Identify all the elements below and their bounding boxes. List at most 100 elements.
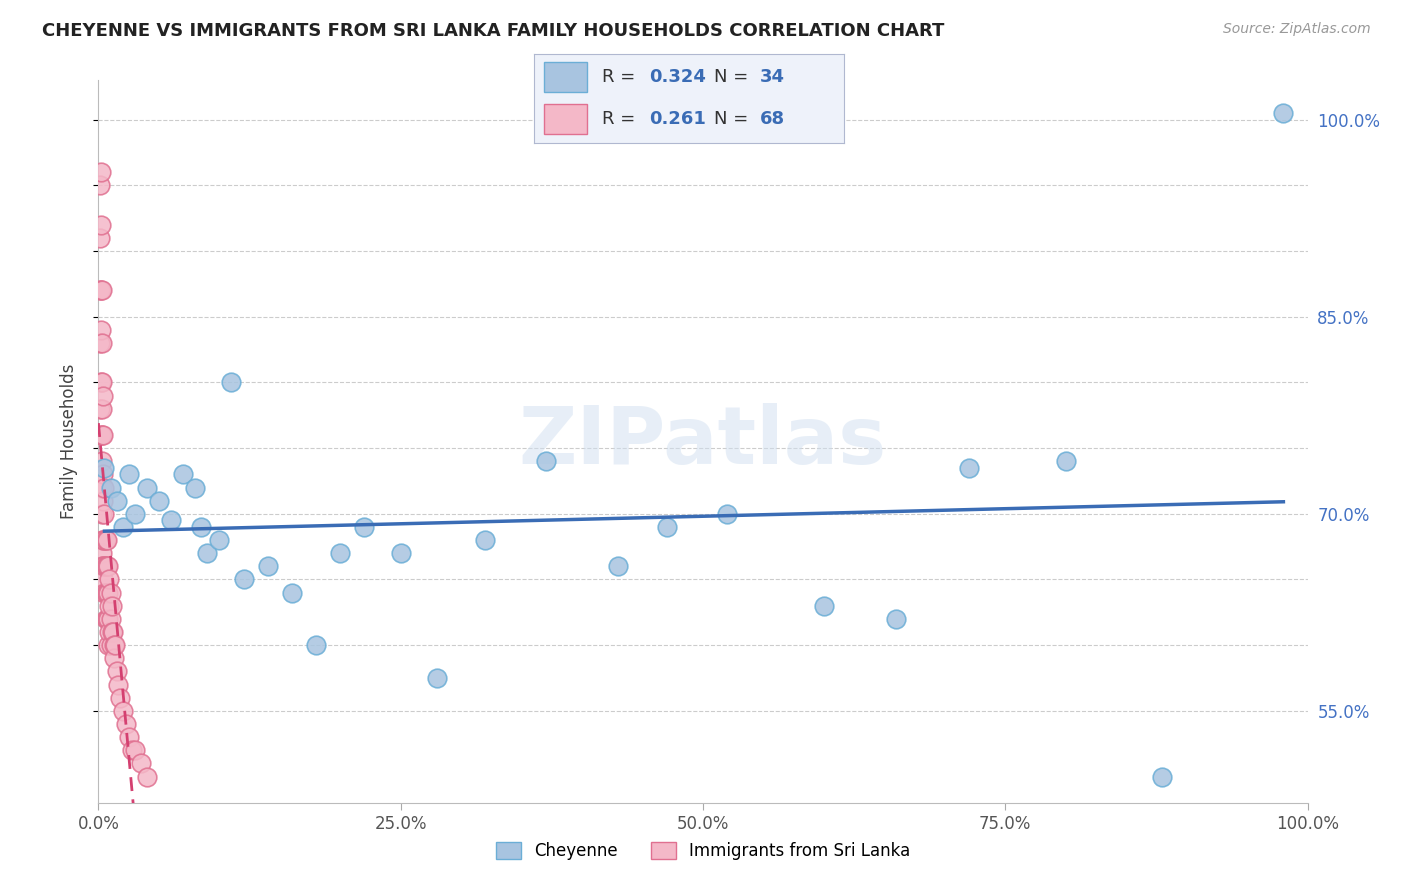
Point xyxy=(91,493,114,508)
Point xyxy=(1272,106,1295,120)
Point xyxy=(91,559,114,574)
Point xyxy=(94,585,117,599)
Point xyxy=(91,428,114,442)
Point xyxy=(103,638,125,652)
Point xyxy=(96,559,118,574)
Point xyxy=(93,481,115,495)
Point xyxy=(1152,770,1174,784)
Point xyxy=(91,428,114,442)
Point xyxy=(107,677,129,691)
Point xyxy=(108,690,131,705)
Point xyxy=(100,625,122,640)
Point xyxy=(98,573,121,587)
Point xyxy=(97,585,120,599)
Point xyxy=(90,218,112,232)
Text: 0.324: 0.324 xyxy=(648,68,706,86)
Point xyxy=(91,533,114,547)
Point xyxy=(94,559,117,574)
Point xyxy=(91,401,114,416)
Text: 68: 68 xyxy=(761,110,785,128)
Point xyxy=(886,612,908,626)
Text: ZIPatlas: ZIPatlas xyxy=(519,402,887,481)
Point xyxy=(124,743,146,757)
Text: R =: R = xyxy=(602,68,641,86)
Point xyxy=(89,231,111,245)
Point xyxy=(89,178,111,193)
Point xyxy=(91,573,114,587)
Point xyxy=(100,481,122,495)
Legend: Cheyenne, Immigrants from Sri Lanka: Cheyenne, Immigrants from Sri Lanka xyxy=(489,835,917,867)
Point xyxy=(96,612,118,626)
Point xyxy=(100,612,122,626)
Point xyxy=(124,507,146,521)
Point xyxy=(91,507,114,521)
Point xyxy=(104,638,127,652)
Text: Source: ZipAtlas.com: Source: ZipAtlas.com xyxy=(1223,22,1371,37)
Point xyxy=(90,323,112,337)
Point xyxy=(813,599,835,613)
Point xyxy=(100,585,122,599)
Point xyxy=(208,533,231,547)
Point xyxy=(100,638,122,652)
Point xyxy=(97,612,120,626)
Point xyxy=(232,573,254,587)
Point xyxy=(148,493,170,508)
Point xyxy=(1054,454,1077,468)
Point xyxy=(98,625,121,640)
Point xyxy=(129,756,152,771)
Point xyxy=(184,481,207,495)
Point xyxy=(93,533,115,547)
Point xyxy=(91,454,114,468)
Point xyxy=(256,559,278,574)
Point xyxy=(221,376,243,390)
Text: R =: R = xyxy=(602,110,641,128)
Text: 0.261: 0.261 xyxy=(648,110,706,128)
Point xyxy=(353,520,375,534)
Point xyxy=(190,520,212,534)
Point xyxy=(89,284,111,298)
Point xyxy=(96,585,118,599)
Bar xyxy=(544,104,586,134)
Text: CHEYENNE VS IMMIGRANTS FROM SRI LANKA FAMILY HOUSEHOLDS CORRELATION CHART: CHEYENNE VS IMMIGRANTS FROM SRI LANKA FA… xyxy=(42,22,945,40)
Point xyxy=(91,336,114,351)
Point xyxy=(97,638,120,652)
Point xyxy=(389,546,412,560)
Point xyxy=(97,559,120,574)
Point xyxy=(93,585,115,599)
Point xyxy=(115,717,138,731)
Point xyxy=(91,559,114,574)
Y-axis label: Family Households: Family Households xyxy=(59,364,77,519)
Point xyxy=(534,454,557,468)
Point xyxy=(655,520,678,534)
Point xyxy=(89,336,111,351)
Point xyxy=(135,770,157,784)
Point xyxy=(91,467,114,482)
Point xyxy=(100,599,122,613)
Text: N =: N = xyxy=(714,110,754,128)
Point xyxy=(957,460,980,475)
Point xyxy=(121,743,143,757)
Point xyxy=(105,493,128,508)
Point xyxy=(91,388,114,402)
Point xyxy=(90,428,112,442)
Point xyxy=(94,612,117,626)
Point xyxy=(91,284,114,298)
Point xyxy=(474,533,496,547)
Point xyxy=(90,165,112,179)
Point xyxy=(305,638,328,652)
Point xyxy=(111,704,134,718)
Point xyxy=(90,284,112,298)
Point xyxy=(111,520,134,534)
Text: N =: N = xyxy=(714,68,754,86)
Point xyxy=(93,460,115,475)
Point xyxy=(90,376,112,390)
Point xyxy=(607,559,630,574)
Point xyxy=(103,651,125,665)
Point xyxy=(91,546,114,560)
Point xyxy=(135,481,157,495)
Point xyxy=(91,481,114,495)
Point xyxy=(105,665,128,679)
Point xyxy=(93,559,115,574)
Text: 34: 34 xyxy=(761,68,785,86)
Point xyxy=(94,533,117,547)
